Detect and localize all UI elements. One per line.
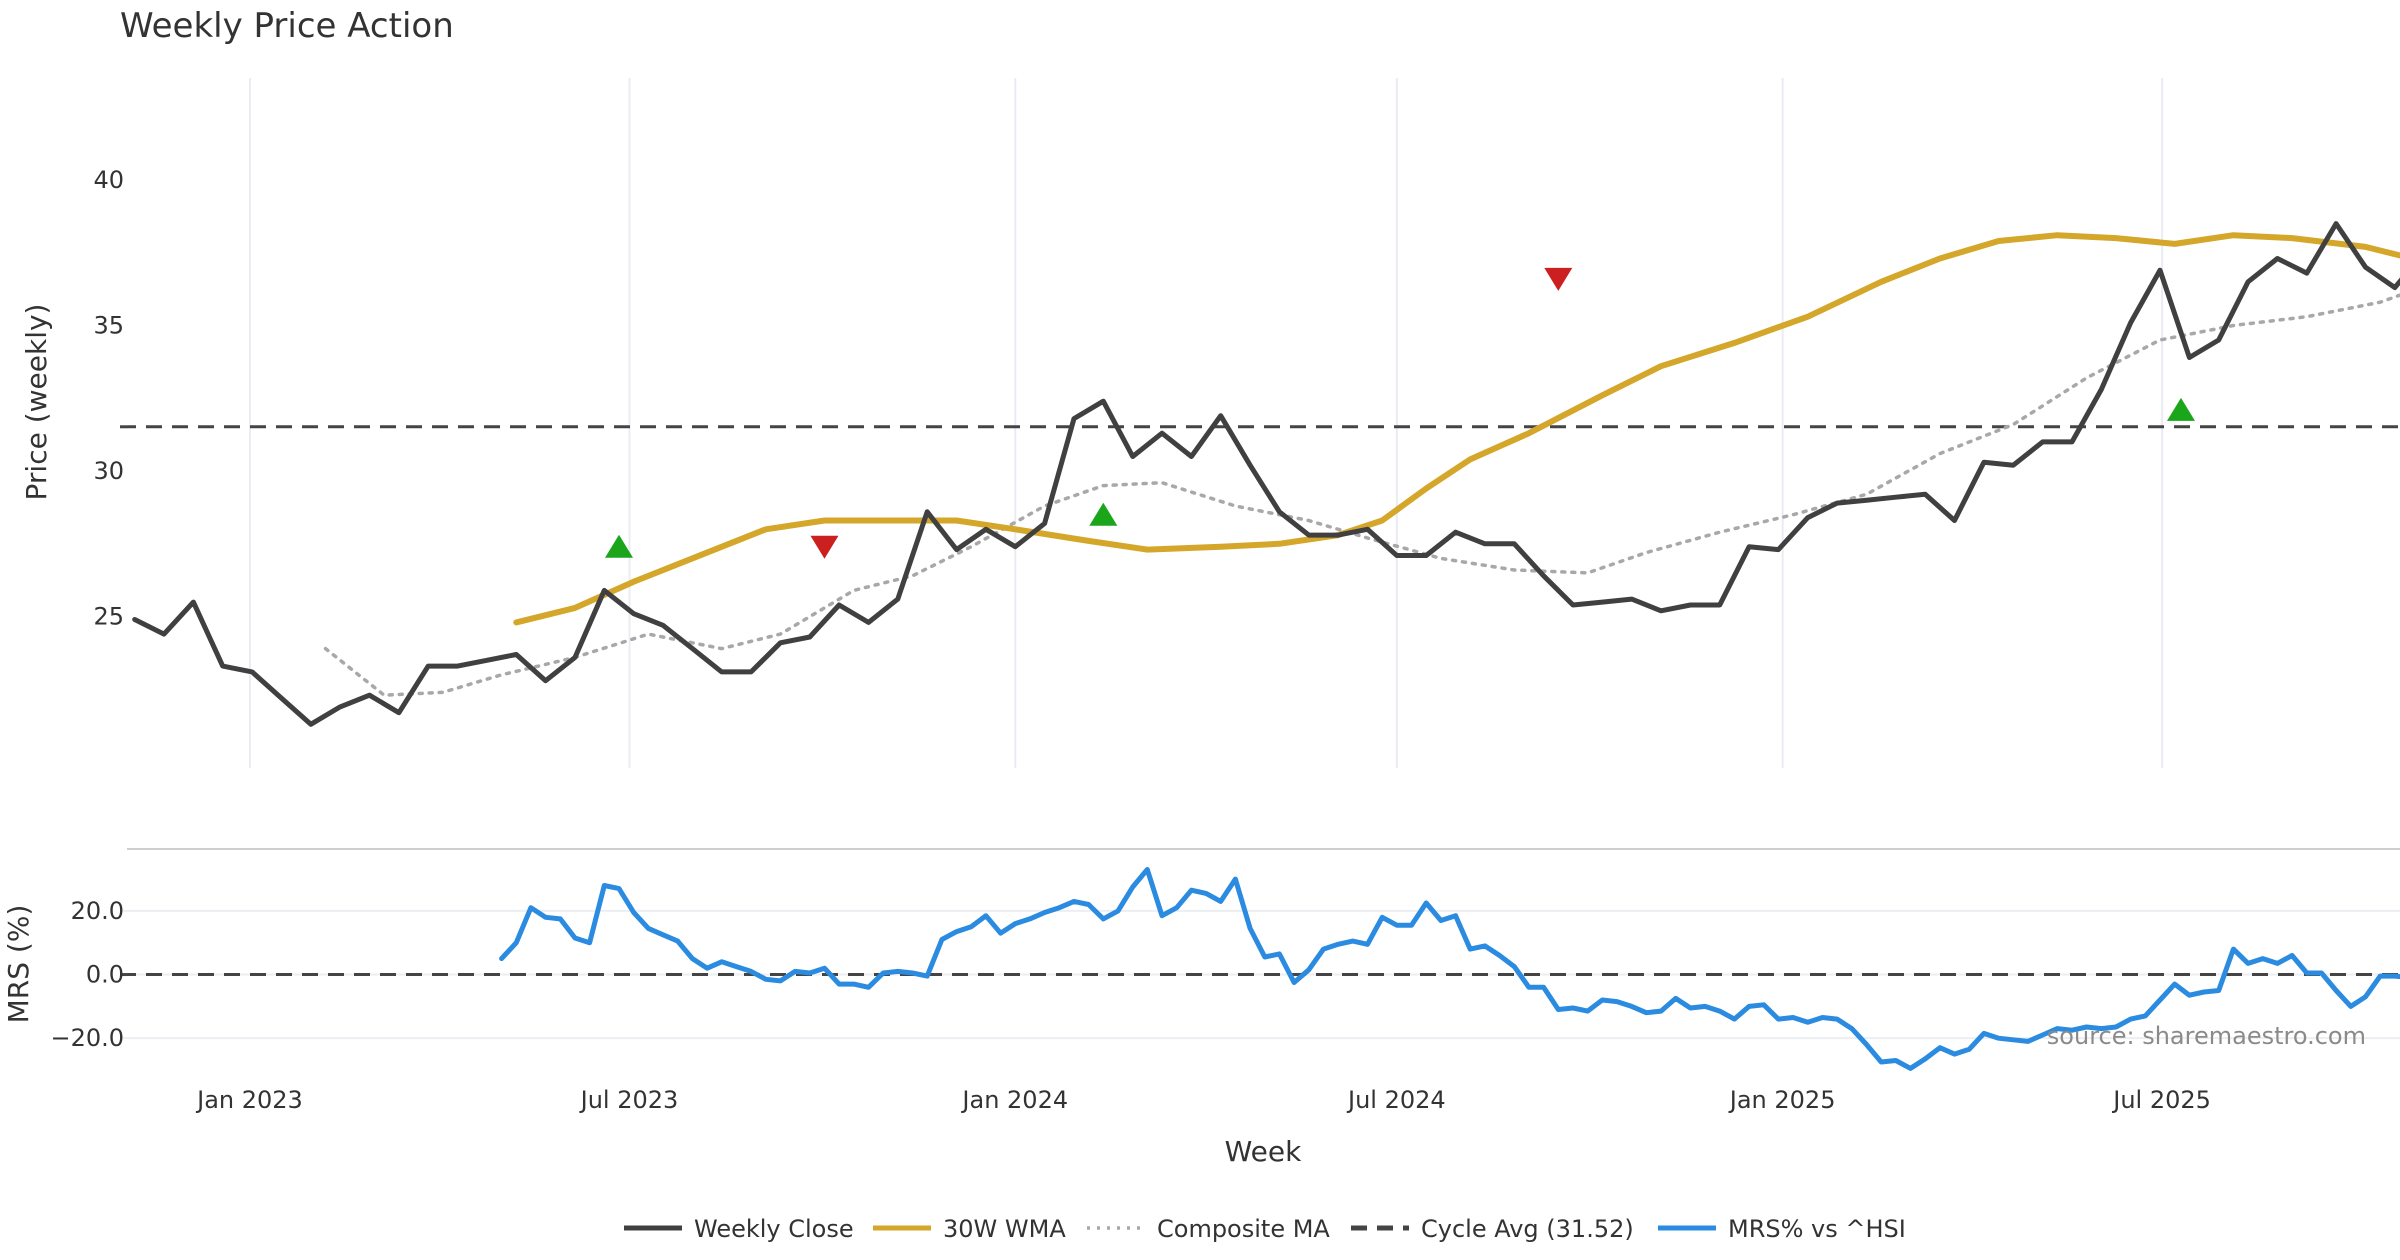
mrs-y-tick-label: 0.0 xyxy=(86,961,124,989)
legend-item: Cycle Avg (31.52) xyxy=(1351,1215,1634,1243)
mrs-y-tick-label: 20.0 xyxy=(71,897,124,925)
x-tick-label: Jan 2025 xyxy=(1728,1086,1836,1114)
legend-item: Weekly Close xyxy=(624,1215,854,1243)
composite-ma-line xyxy=(323,293,2400,697)
legend: Weekly Close 30W WMA Composite MA Cycle Avg… xyxy=(624,1215,1906,1243)
buy-signal-marker xyxy=(1089,502,1118,526)
x-tick-label: Jul 2024 xyxy=(1346,1086,1446,1114)
x-tick-label: Jan 2024 xyxy=(960,1086,1068,1114)
x-tick-label: Jan 2023 xyxy=(195,1086,303,1114)
source-annotation: source: sharemaestro.com xyxy=(2047,1022,2366,1050)
mrs-y-tick-label: −20.0 xyxy=(50,1024,124,1052)
legend-label: MRS% vs ^HSI xyxy=(1728,1215,1906,1243)
legend-item: 30W WMA xyxy=(873,1215,1066,1243)
chart-title: Weekly Price Action xyxy=(120,6,454,46)
price-y-tick-label: 25 xyxy=(93,603,124,631)
mrs-y-axis-label: MRS (%) xyxy=(2,905,35,1024)
legend-label: Cycle Avg (31.52) xyxy=(1421,1215,1634,1243)
x-tick-label: Jul 2025 xyxy=(2111,1086,2211,1114)
legend-label: 30W WMA xyxy=(943,1215,1066,1243)
legend-label: Weekly Close xyxy=(694,1215,854,1243)
legend-item: Composite MA xyxy=(1087,1215,1330,1243)
mrs-line xyxy=(499,867,2400,1071)
x-axis-label: Week xyxy=(1225,1135,1302,1168)
sell-signal-marker xyxy=(810,535,839,559)
price-y-tick-label: 40 xyxy=(93,166,124,194)
mrs-y-ticks: −20.0 0.0 20.0 xyxy=(50,897,124,1052)
buy-signal-marker xyxy=(2166,397,2195,421)
legend-label: Composite MA xyxy=(1157,1215,1330,1243)
buy-signal-marker xyxy=(604,534,633,558)
wma-30w-line xyxy=(513,232,2400,626)
x-tick-labels: Jan 2023 Jul 2023 Jan 2024 Jul 2024 Jan 2025… xyxy=(195,1086,2211,1114)
price-grid xyxy=(248,78,2164,768)
price-y-tick-label: 35 xyxy=(93,311,124,339)
legend-item: MRS% vs ^HSI xyxy=(1658,1215,1906,1243)
price-series xyxy=(132,221,2400,727)
sell-signal-marker xyxy=(1544,267,1573,291)
price-y-ticks: 25 30 35 40 xyxy=(93,166,124,631)
mrs-series xyxy=(499,867,2400,1071)
price-y-axis-label: Price (weekly) xyxy=(20,304,53,501)
weekly-close-line xyxy=(132,221,2400,727)
x-tick-label: Jul 2023 xyxy=(579,1086,679,1114)
signal-markers xyxy=(604,267,2195,559)
price-y-tick-label: 30 xyxy=(93,457,124,485)
